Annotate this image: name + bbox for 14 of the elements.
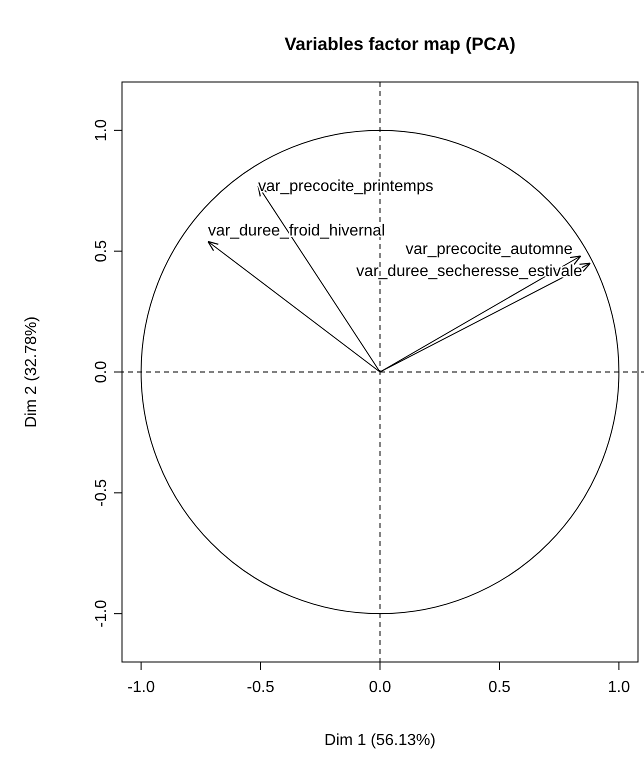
y-tick-label: 0.0 [93, 360, 110, 384]
y-tick-label: -0.5 [93, 478, 110, 507]
x-tick-label: 1.0 [608, 679, 630, 696]
x-tick-label: 0.0 [368, 679, 392, 696]
series-label: var_precocite_automne [405, 241, 573, 258]
y-tick-label: 0.5 [93, 240, 110, 262]
x-tick-label: -1.0 [127, 679, 155, 696]
x-tick-label: -0.5 [246, 679, 274, 696]
chart-title: Variables factor map (PCA) [284, 34, 516, 54]
x-tick-label: 0.5 [488, 679, 511, 696]
y-tick-label: -1.0 [93, 600, 110, 628]
y-tick-label: 1.0 [93, 119, 110, 142]
y-axis-title: Dim 2 (32.78%) [23, 316, 40, 428]
x-axis-title: Dim 1 (56.13%) [324, 732, 436, 749]
